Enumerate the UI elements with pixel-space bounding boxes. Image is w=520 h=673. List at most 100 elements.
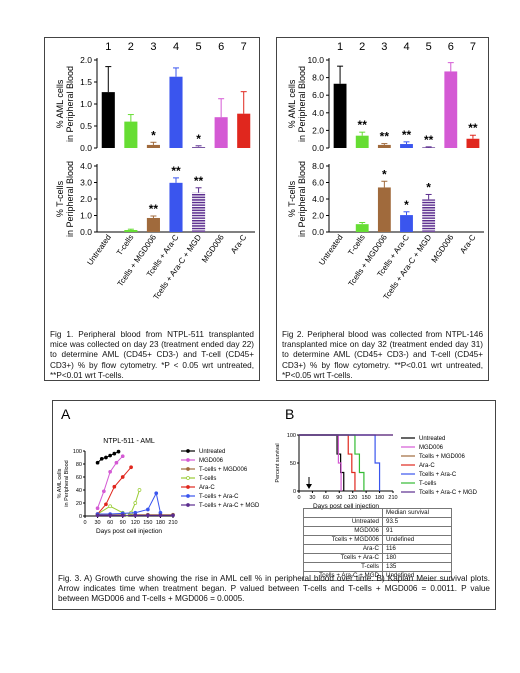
data-point [171, 513, 175, 518]
legend-marker [186, 476, 190, 480]
y-tick-label: 8.0 [312, 161, 324, 171]
y-tick-label: 0 [79, 514, 82, 520]
data-point [133, 513, 138, 518]
y-tick-label: 4.0 [312, 108, 324, 118]
legend-label: T-cells + Ara-C [199, 494, 239, 500]
bar [192, 192, 206, 232]
x-category-label: T-cells [115, 233, 136, 257]
data-point [104, 455, 108, 460]
significance-marker: ** [194, 174, 204, 188]
significance-marker: ** [468, 121, 478, 135]
x-tick-label: 150 [362, 495, 371, 501]
significance-marker: * [151, 128, 156, 142]
x-category-label: Ara-C [458, 233, 477, 255]
bar [422, 147, 436, 148]
y-axis-label: % AML cells [287, 79, 297, 128]
y-axis-label: % AML cells [57, 468, 63, 498]
bar [377, 144, 391, 148]
group-number: 1 [105, 41, 111, 53]
median-cell: 91 [382, 526, 452, 536]
bar [124, 121, 138, 148]
x-tick-label: 30 [309, 495, 315, 501]
figure-1-charts: 0.00.51.01.52.0% AML cells in Peripheral … [55, 41, 255, 302]
y-tick-label: 6.0 [312, 178, 324, 188]
median-survival-table: Median survival Untreated 93.5 MGD006 91 Tcel… [303, 508, 452, 581]
bar [400, 215, 413, 232]
data-point [95, 513, 100, 518]
x-tick-label: 210 [168, 520, 177, 526]
y-tick-label: 10.0 [307, 55, 324, 65]
group-number: 6 [448, 41, 454, 53]
panel-label-b: B [285, 406, 294, 422]
panel-label-a: A [61, 406, 71, 422]
legend-label: Tcells + Ara-C [419, 472, 457, 478]
data-point [104, 502, 108, 507]
data-point [146, 513, 150, 518]
data-point [108, 513, 112, 518]
y-axis-label: in Peripheral Blood [65, 161, 75, 237]
y-tick-label: 1.5 [80, 77, 92, 87]
group-cell: Tcells + MGD006 [303, 535, 383, 545]
treatment-arrow-head [306, 484, 312, 489]
x-category-label: Untreated [317, 233, 345, 267]
x-axis-label: Days post cell injection [96, 528, 162, 535]
group-number: 5 [196, 41, 202, 53]
y-tick-label: 4.0 [312, 194, 324, 204]
figure-1-caption: Fig 1. Peripheral blood from NTPL-511 tr… [50, 330, 254, 380]
y-axis-label: in Peripheral Blood [64, 460, 70, 506]
y-axis-label: in Peripheral Blood [297, 66, 307, 142]
data-point [102, 489, 106, 494]
legend-marker [186, 494, 190, 498]
data-point [112, 451, 117, 456]
y-tick-label: 0.5 [80, 121, 92, 131]
group-number: 2 [359, 41, 365, 53]
legend-label: MGD006 [199, 458, 224, 464]
y-tick-label: 40 [76, 488, 82, 494]
data-point [116, 449, 121, 454]
bar [146, 144, 160, 148]
group-number: 4 [403, 41, 409, 53]
table-row: Untreated 93.5 [303, 517, 452, 527]
data-point [108, 504, 112, 509]
x-tick-label: 0 [83, 520, 86, 526]
legend-label: Untreated [419, 436, 445, 442]
data-point [112, 484, 117, 489]
x-tick-label: 90 [120, 520, 126, 526]
legend-marker [186, 449, 190, 453]
y-tick-label: 1.0 [80, 99, 92, 109]
significance-marker: ** [171, 164, 181, 178]
group-number: 7 [241, 41, 247, 53]
table-row: Ara-C 116 [303, 544, 452, 554]
x-category-label: MGD006 [200, 233, 226, 265]
table-row: Tcells + MGD006 Undefined [303, 535, 452, 545]
x-tick-label: 60 [107, 520, 113, 526]
legend-label: T-cells + Ara-C + MGD [199, 503, 260, 509]
x-tick-label: 180 [375, 495, 384, 501]
group-number: 3 [150, 41, 156, 53]
y-tick-label: 0.0 [80, 227, 92, 237]
significance-marker: * [382, 167, 387, 181]
significance-marker: ** [149, 202, 159, 216]
y-tick-label: 0 [293, 489, 296, 495]
data-point [120, 454, 125, 459]
y-tick-label: 0.0 [312, 227, 324, 237]
x-category-label: Ara-C [229, 233, 248, 255]
y-tick-label: 20 [76, 501, 82, 507]
bar [444, 71, 458, 148]
y-tick-label: 100 [287, 433, 296, 439]
group-cell: Tcells + Ara-C [303, 553, 383, 563]
y-tick-label: 1.0 [80, 211, 92, 221]
bar [124, 230, 138, 232]
figure-3-panel: A B 0 30 60 90 120 150 180 210 0 20 40 60 80 100 Days po… [52, 400, 496, 610]
bar [333, 83, 347, 148]
bar [466, 138, 480, 148]
median-cell: Undefined [382, 571, 452, 581]
data-point [120, 475, 125, 479]
median-cell: 135 [382, 562, 452, 572]
group-number: 5 [426, 41, 432, 53]
bar [146, 217, 160, 232]
median-cell: 180 [382, 553, 452, 563]
legend-label: Untreated [199, 449, 225, 455]
figure-3-caption: Fig. 3. A) Growth curve showing the rise… [58, 574, 490, 604]
significance-marker: ** [424, 133, 434, 147]
